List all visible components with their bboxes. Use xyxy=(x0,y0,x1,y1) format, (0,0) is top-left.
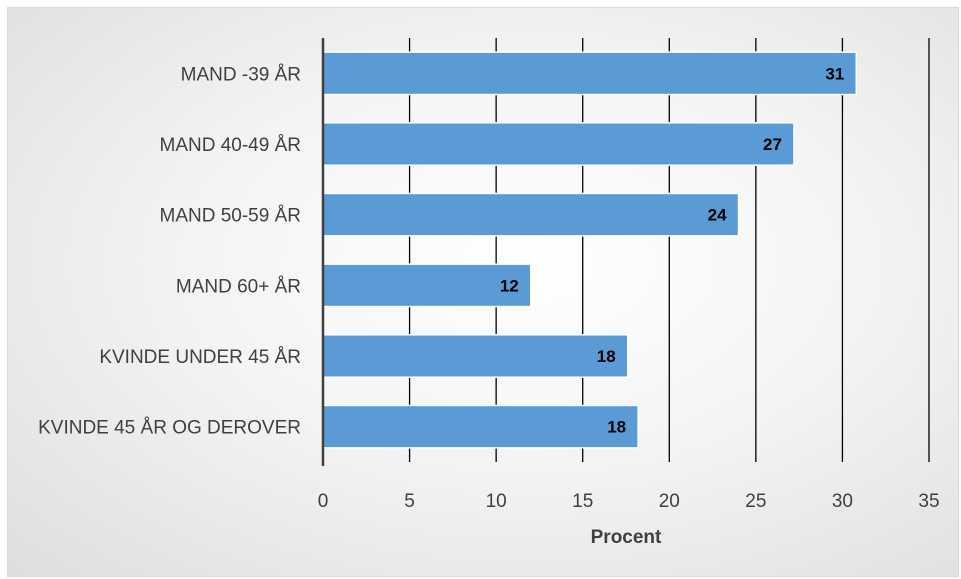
x-tick-label-5: 5 xyxy=(404,491,415,512)
gridlines xyxy=(408,38,930,462)
x-tick-label-0: 0 xyxy=(318,491,329,512)
x-axis-title: Procent xyxy=(591,527,662,548)
bar-4 xyxy=(322,334,629,378)
data-label-5: 18 xyxy=(607,418,626,437)
x-tick-label-10: 10 xyxy=(486,491,507,512)
x-tick-label-30: 30 xyxy=(832,491,853,512)
x-tick-labels: 0 5 10 15 20 25 30 35 xyxy=(318,491,940,512)
bar-3 xyxy=(322,263,532,308)
category-label-0: MAND -39 ÅR xyxy=(181,64,301,85)
x-tick-label-20: 20 xyxy=(659,491,680,512)
data-label-1: 27 xyxy=(763,135,782,154)
bar-1 xyxy=(322,122,795,166)
category-labels: MAND -39 ÅR MAND 40-49 ÅR MAND 50-59 ÅR MAN… xyxy=(38,64,301,438)
data-label-3: 12 xyxy=(500,276,519,295)
data-label-2: 24 xyxy=(708,206,727,225)
category-label-5: KVINDE 45 ÅR OG DEROVER xyxy=(38,418,301,439)
bar-5 xyxy=(322,404,639,449)
x-tick-label-35: 35 xyxy=(918,491,939,512)
bar-2 xyxy=(322,192,740,237)
category-label-2: MAND 50-59 ÅR xyxy=(160,206,302,227)
category-label-3: MAND 60+ ÅR xyxy=(176,276,301,297)
bar-0 xyxy=(322,51,858,96)
data-label-0: 31 xyxy=(825,64,844,83)
x-tick-label-25: 25 xyxy=(745,491,766,512)
bars-group xyxy=(322,51,858,449)
x-tick-label-15: 15 xyxy=(572,491,593,512)
data-label-4: 18 xyxy=(597,347,616,366)
data-labels: 31 27 24 12 18 18 xyxy=(500,64,844,436)
category-label-1: MAND 40-49 ÅR xyxy=(160,135,302,156)
category-label-4: KVINDE UNDER 45 ÅR xyxy=(99,347,301,368)
